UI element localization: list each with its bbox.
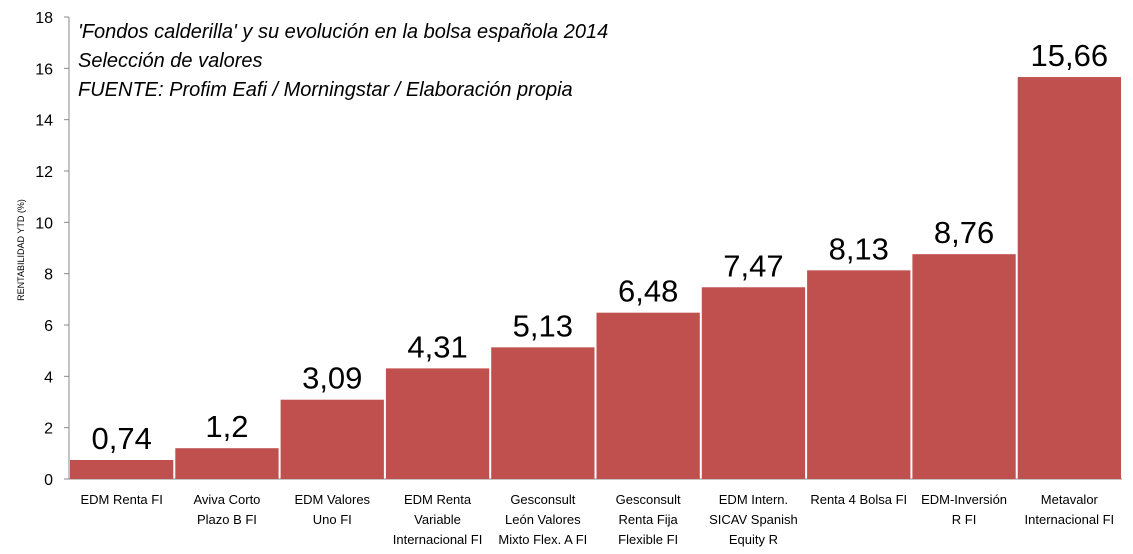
y-tick-label: 14 [35,113,53,130]
x-tick-label: EDM-Inversión R FI [921,492,1007,527]
x-tick-label: Gesconsult León Valores Mixto Flex. A FI [498,492,587,547]
data-label: 3,09 [302,361,362,396]
y-tick-label: 12 [35,164,53,181]
y-tick-label: 4 [44,369,53,386]
bar [385,368,490,479]
data-label: 1,2 [205,409,248,444]
bar [175,448,279,479]
category-labels: EDM Renta FI Aviva Corto Plazo B FI EDM Val… [80,492,1114,547]
data-labels: 0,74 1,2 3,09 4,31 5,13 6,48 7,47 8,13 8,76 15,66 [91,38,1108,456]
y-tick-label: 8 [44,267,53,284]
bar [280,399,384,479]
data-label: 8,13 [829,231,889,266]
y-tick-label: 18 [35,10,53,27]
bar [1017,77,1121,479]
data-label: 15,66 [1031,38,1109,73]
bar [70,460,174,479]
bar [596,312,700,479]
chart-subtitle: Selección de valores [78,50,263,72]
data-label: 6,48 [618,274,678,309]
x-tick-label: Renta 4 Bolsa FI [810,492,907,507]
data-label: 5,13 [513,308,573,343]
x-tick-label: EDM Intern. SICAV Spanish Equity R [709,492,798,547]
x-tick-label: Gesconsult Renta Fija Flexible FI [616,492,681,547]
chart-source: FUENTE: Profim Eafi / Morningstar / Elab… [78,79,573,101]
data-label: 8,76 [934,215,994,250]
x-tick-label: EDM Renta FI [80,492,162,507]
data-label: 0,74 [91,421,151,456]
x-tick-label: EDM Renta Variable Internacional FI [393,492,483,547]
chart-title-block: 'Fondos calderilla' y su evolución en la… [78,18,608,105]
x-tick-label: Metavalor Internacional FI [1025,492,1115,527]
x-tick-label: Aviva Corto Plazo B FI [193,492,260,527]
bar [491,347,595,479]
y-tick-label: 2 [44,421,53,438]
data-label: 4,31 [407,329,467,364]
chart-title: 'Fondos calderilla' y su evolución en la… [78,21,609,43]
data-label: 7,47 [723,248,783,283]
y-tick-label: 16 [35,61,53,78]
y-tick-label: 10 [35,215,53,232]
y-tick-label: 6 [44,318,53,335]
bar [807,270,911,479]
y-axis-label: RENTABILIDAD YTD (%) [16,199,26,301]
bar [912,254,1016,479]
bars [70,77,1121,479]
bar [701,287,806,479]
y-tick-label: 0 [44,472,53,489]
x-tick-label: EDM Valores Uno FI [294,492,370,527]
